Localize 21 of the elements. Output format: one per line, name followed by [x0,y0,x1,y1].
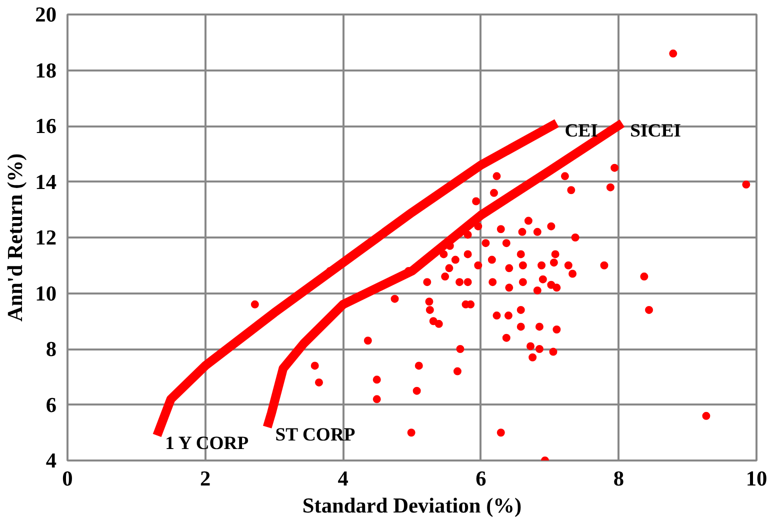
x-tick-label: 8 [613,466,624,490]
y-tick-label: 14 [35,170,57,194]
y-tick-label: 6 [46,392,57,417]
x-tick-label: 0 [62,466,73,490]
x-axis-title: Standard Deviation (%) [302,494,522,518]
y-tick-label: 8 [46,337,57,361]
y-tick-label: 10 [35,281,56,306]
y-tick-label: 18 [35,58,56,82]
y-tick-label: 16 [35,114,57,138]
annotation: SICEI [630,120,681,142]
annotation: CEI [564,120,598,142]
y-tick-label: 20 [35,2,56,26]
x-tick-label: 10 [746,466,768,490]
x-tick-label: 4 [338,466,349,490]
y-tick-label: 4 [46,448,57,472]
y-axis-title: Ann'd Return (%) [3,153,28,322]
annotation: 1 Y CORP [165,432,249,454]
annotation: ST CORP [275,424,356,446]
y-tick-label: 12 [35,226,56,250]
x-tick-label: 2 [200,466,211,490]
x-tick-label: 6 [476,466,487,490]
